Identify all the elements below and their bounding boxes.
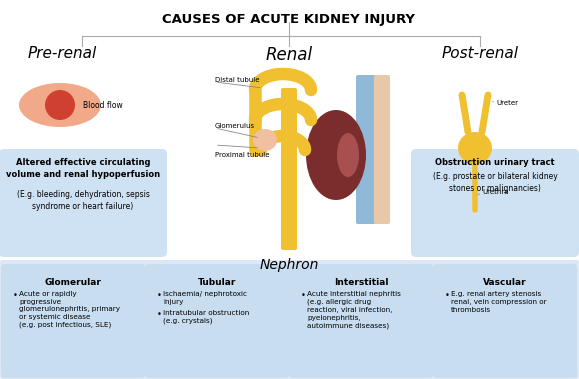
Text: Ureter: Ureter <box>496 100 518 106</box>
Text: Glomerular: Glomerular <box>45 278 101 287</box>
Text: Ischaemia/ nephrotoxic
injury: Ischaemia/ nephrotoxic injury <box>163 291 247 305</box>
Text: Glomerulus: Glomerulus <box>215 123 255 129</box>
Text: Altered effective circulating
volume and renal hypoperfusion: Altered effective circulating volume and… <box>6 158 160 179</box>
FancyBboxPatch shape <box>374 75 390 224</box>
Text: Proximal tubule: Proximal tubule <box>215 152 269 158</box>
Text: E.g. renal artery stenosis
renal, vein compression or
thrombosis: E.g. renal artery stenosis renal, vein c… <box>451 291 547 313</box>
Text: Intratubular obstruction
(e.g. crystals): Intratubular obstruction (e.g. crystals) <box>163 310 249 324</box>
Text: Renal: Renal <box>265 46 313 64</box>
FancyBboxPatch shape <box>289 264 433 378</box>
FancyBboxPatch shape <box>0 149 167 257</box>
Ellipse shape <box>337 133 359 177</box>
Text: •: • <box>157 310 162 319</box>
FancyBboxPatch shape <box>1 264 145 378</box>
Ellipse shape <box>458 132 492 164</box>
Text: •: • <box>301 291 306 300</box>
Ellipse shape <box>253 129 277 151</box>
Circle shape <box>45 90 75 120</box>
Text: Urethra: Urethra <box>482 189 508 195</box>
Text: Post-renal: Post-renal <box>442 46 519 61</box>
FancyBboxPatch shape <box>0 260 579 379</box>
Text: Obstruction urinary tract: Obstruction urinary tract <box>435 158 555 167</box>
FancyBboxPatch shape <box>356 75 376 224</box>
Text: Blood flow: Blood flow <box>83 100 123 110</box>
Text: Distal tubule: Distal tubule <box>215 77 259 83</box>
Ellipse shape <box>306 110 366 200</box>
Text: Acute or rapidly
progressive
glomerulonephritis, primary
or systemic disease
(e.: Acute or rapidly progressive glomerulone… <box>19 291 120 329</box>
Text: Tubular: Tubular <box>198 278 236 287</box>
FancyBboxPatch shape <box>145 264 289 378</box>
Text: Pre-renal: Pre-renal <box>27 46 97 61</box>
FancyBboxPatch shape <box>433 264 577 378</box>
Text: Acute interstitial nephritis
(e.g. allergic drug
reaction, viral infection,
pyel: Acute interstitial nephritis (e.g. aller… <box>307 291 401 329</box>
Text: Nephron: Nephron <box>259 258 318 272</box>
Text: •: • <box>157 291 162 300</box>
Text: (E.g. bleeding, dehydration, sepsis
syndrome or heart failure): (E.g. bleeding, dehydration, sepsis synd… <box>17 190 149 211</box>
FancyBboxPatch shape <box>281 88 297 250</box>
Text: Interstitial: Interstitial <box>334 278 389 287</box>
Text: Vascular: Vascular <box>483 278 527 287</box>
Text: •: • <box>13 291 18 300</box>
FancyBboxPatch shape <box>411 149 579 257</box>
Text: (E.g. prostate or bilateral kidney
stones or malignancies): (E.g. prostate or bilateral kidney stone… <box>433 172 558 193</box>
Ellipse shape <box>19 83 101 127</box>
Text: •: • <box>445 291 450 300</box>
Text: CAUSES OF ACUTE KIDNEY INJURY: CAUSES OF ACUTE KIDNEY INJURY <box>163 13 416 26</box>
